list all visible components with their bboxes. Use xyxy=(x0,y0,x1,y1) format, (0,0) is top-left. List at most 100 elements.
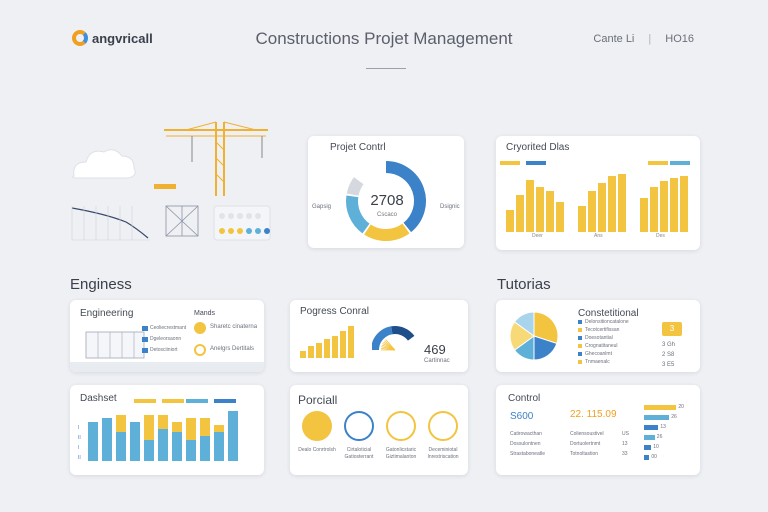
right-item-3: 3 E5 xyxy=(662,362,675,368)
card-title: Control xyxy=(508,393,541,404)
row-icon xyxy=(578,320,582,324)
row-icon xyxy=(578,336,582,340)
row-icon xyxy=(142,348,148,353)
bar xyxy=(308,346,314,358)
item-label: Gatonlicstaric Giztimalanton xyxy=(385,447,417,460)
pie-icon xyxy=(344,411,374,441)
gauge-ray xyxy=(385,339,396,351)
donut-chart xyxy=(346,161,426,241)
header-user[interactable]: Cante Li xyxy=(593,33,635,45)
gear-icon xyxy=(386,411,416,441)
bar-segment xyxy=(186,418,196,440)
bar xyxy=(618,173,626,232)
legend-swatch xyxy=(500,161,520,165)
porcial-card[interactable]: Porciall Dealo Conrtrolsh Cirtaloticial G… xyxy=(290,385,468,475)
progress-value: 469 xyxy=(424,342,446,357)
bar xyxy=(324,339,330,358)
list-item: Delonsitioncatalone xyxy=(585,319,629,325)
bar xyxy=(644,425,659,430)
bar-segment xyxy=(200,436,210,461)
donut-segment xyxy=(346,177,364,197)
card-title: Porciall xyxy=(298,393,338,407)
logo-text: angvricall xyxy=(92,30,153,46)
list-item: Detosciiniort xyxy=(150,347,178,353)
cloud-icon xyxy=(72,149,136,179)
tick-label: II xyxy=(78,435,81,441)
card-footer-divider xyxy=(70,362,264,372)
legend-swatch xyxy=(648,161,668,165)
count-badge[interactable]: 3 xyxy=(662,322,682,336)
page-title: Constructions Projet Management xyxy=(255,29,513,48)
card-title: Dashset xyxy=(80,393,117,404)
bar xyxy=(340,330,346,358)
note-2: Anelgrs Dertitals xyxy=(210,346,255,352)
control-card[interactable]: Control S600 22. 115.09 Catirowacthan Col… xyxy=(496,385,700,475)
list-item: Dortuolertnmt xyxy=(570,441,601,447)
header: angvricall Constructions Projet Manageme… xyxy=(0,0,768,80)
list-item: Totnoltastion xyxy=(570,451,599,457)
tick-label: I xyxy=(78,425,80,431)
list-value: 13 xyxy=(622,441,628,447)
status-badge-icon xyxy=(194,322,206,334)
bar xyxy=(300,351,306,358)
bar-segment xyxy=(200,418,210,436)
bar xyxy=(332,335,338,358)
crane-icon xyxy=(428,411,458,441)
card-title: Cryorited Dlas xyxy=(506,142,570,153)
dashset-card[interactable]: Dashset I II I II xyxy=(70,385,264,475)
bar-segment xyxy=(144,414,154,440)
note-1: Sharetc cinaterna xyxy=(210,324,258,330)
list-item: Coliensoustivel xyxy=(570,431,604,437)
bar-label: 10 xyxy=(653,444,659,450)
crane-icon xyxy=(164,121,268,196)
card-title: Engineering xyxy=(80,308,134,319)
bar-segment xyxy=(214,432,224,461)
bar xyxy=(588,190,596,232)
building-icon xyxy=(85,331,145,359)
engineering-list: Ceoliecrestmant Dgeleorsaonn Detosciiniort xyxy=(142,325,192,366)
list-value: US xyxy=(622,431,629,437)
header-code[interactable]: HO16 xyxy=(665,33,694,45)
bar xyxy=(348,325,354,358)
progress-control-card[interactable]: Pogress Conral 469 Cartinnac xyxy=(290,300,468,372)
donut-segment xyxy=(385,161,426,233)
bar xyxy=(516,194,524,232)
donut-segment xyxy=(346,195,370,234)
list-item: Ceoliecrestmant xyxy=(150,325,187,331)
constructional-card[interactable]: Constetitional Delonsitioncatalone Tecotc… xyxy=(496,300,700,372)
bar xyxy=(644,415,670,420)
bar xyxy=(526,179,534,232)
row-icon xyxy=(142,326,148,331)
bar xyxy=(608,175,616,232)
control-list: Catirowacthan Coliensoustivel US Dossulontn… xyxy=(508,431,638,471)
list-item: Tnmaenalc xyxy=(585,359,610,365)
bar xyxy=(670,178,678,232)
bar-segment xyxy=(186,439,196,461)
card-title: Constetitional xyxy=(578,308,639,319)
projet-control-card[interactable]: Projet Contrl 2708 Cscaco Gapsig Dsignic xyxy=(308,136,464,248)
group-label: Ans xyxy=(594,233,603,239)
bar xyxy=(640,198,648,232)
engineering-card[interactable]: Engineering Ceoliecrestmant Dgeleorsaonn D… xyxy=(70,300,264,372)
bar xyxy=(680,175,688,232)
progress-bar-chart xyxy=(300,324,360,360)
app-logo[interactable]: angvricall xyxy=(72,30,153,46)
list-item: Ghecoanlmt xyxy=(585,351,612,357)
bar-label: 26 xyxy=(671,414,677,420)
bar-segment xyxy=(130,421,140,461)
bar xyxy=(598,183,606,232)
organized-dlas-card[interactable]: Cryorited Dlas Deer Ans Des xyxy=(496,136,700,250)
donut-left-label: Gapsig xyxy=(312,204,332,210)
header-meta: Cante Li | HO16 xyxy=(593,33,694,45)
right-item-2: 2 S8 xyxy=(662,352,675,358)
trend-line xyxy=(71,207,149,239)
legend-swatch xyxy=(670,161,690,165)
group-label: Des xyxy=(656,233,665,239)
horizontal-bar-chart: 20 26 13 26 10 00 xyxy=(644,404,696,471)
value-b: 22. 115.09 xyxy=(570,409,617,420)
gauge-arc xyxy=(391,326,415,341)
item-label: Cirtaloticial Gatiosterrant xyxy=(344,447,374,460)
donut-segment xyxy=(364,223,410,241)
title-divider xyxy=(366,68,406,69)
legend xyxy=(496,161,700,167)
